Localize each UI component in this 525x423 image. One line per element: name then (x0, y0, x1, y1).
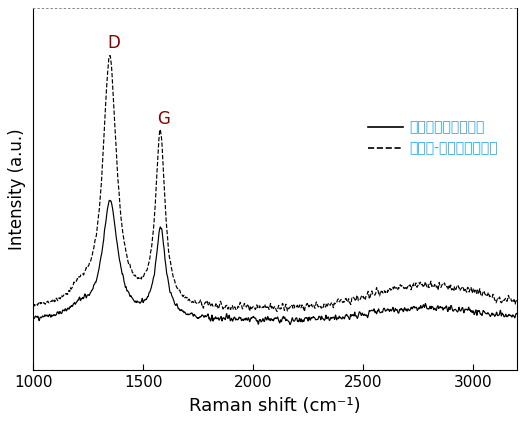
Text: G: G (158, 110, 170, 128)
Line: 水合肣还原的石墨烯: 水合肣还原的石墨烯 (33, 201, 517, 324)
水合肣-热还原的石墨烯 (30, 302, 36, 308)
水合肣还原的石墨烯 (371, 306, 377, 311)
水合肣-热还原的石墨烯 (107, 53, 113, 58)
水合肣-热还原的石墨烯 (482, 292, 488, 297)
水合肣-热还原的石墨烯 (459, 285, 465, 290)
水合肣还原的石墨烯 (142, 297, 149, 302)
X-axis label: Raman shift (cm⁻¹): Raman shift (cm⁻¹) (189, 397, 361, 415)
Y-axis label: Intensity (a.u.): Intensity (a.u.) (8, 128, 26, 250)
水合肣还原的石墨烯 (513, 311, 520, 316)
水合肣还原的石墨烯 (335, 316, 342, 321)
水合肣还原的石墨烯 (513, 311, 519, 316)
水合肣还原的石墨烯 (459, 305, 465, 310)
水合肣还原的石墨烯 (107, 198, 113, 203)
水合肣-热还原的石墨烯 (301, 309, 308, 314)
水合肣还原的石墨烯 (30, 315, 36, 320)
水合肣还原的石墨烯 (482, 310, 488, 316)
Line: 水合肣-热还原的石墨烯: 水合肣-热还原的石墨烯 (33, 55, 517, 312)
水合肣还原的石墨烯 (287, 322, 293, 327)
Legend: 水合肣还原的石墨烯, 水合肣-热还原的石墨烯: 水合肣还原的石墨烯, 水合肣-热还原的石墨烯 (364, 116, 502, 160)
水合肣-热还原的石墨烯 (371, 292, 377, 297)
水合肣-热还原的石墨烯 (142, 269, 149, 274)
水合肣-热还原的石墨烯 (335, 296, 342, 301)
Text: D: D (107, 33, 120, 52)
水合肣-热还原的石墨烯 (513, 298, 520, 303)
水合肣-热还原的石墨烯 (513, 299, 519, 304)
